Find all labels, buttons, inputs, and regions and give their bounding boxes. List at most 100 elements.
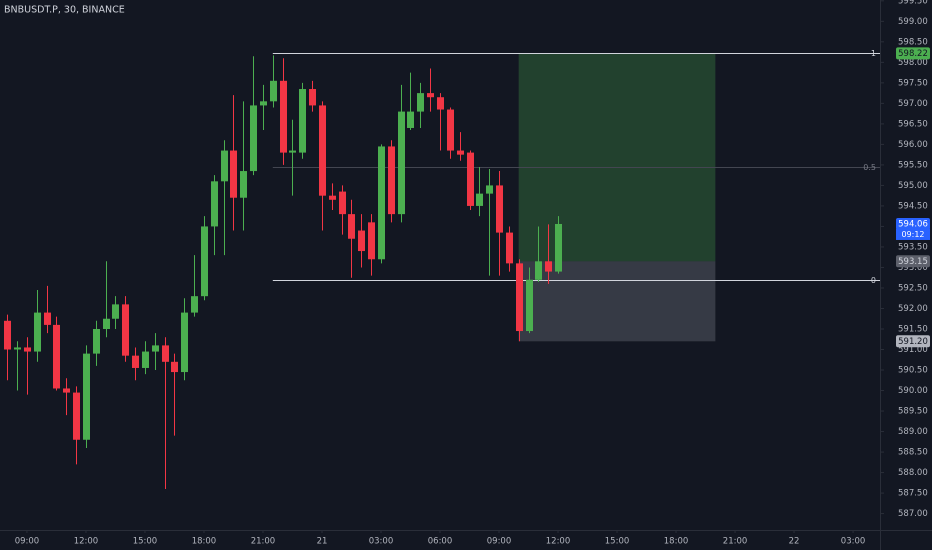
fib-level-label: 0 [871,276,876,285]
candle-body [240,171,247,198]
x-tick-label: 21:00 [251,537,276,547]
candle-body [142,351,149,368]
candle-body [486,185,493,194]
candle-body [496,185,503,233]
x-tick-label: 09:00 [15,537,40,547]
candle-body [24,347,31,352]
last-price-label-bg [896,217,930,230]
candle-body [103,318,110,329]
candle-body [526,279,533,332]
x-tick-label: 18:00 [192,537,217,547]
y-tick-label: 591.50 [898,324,928,334]
candle-body [348,214,355,239]
countdown-bg [896,228,930,240]
candle-body [270,80,277,102]
candle-body [230,150,237,198]
y-tick-label: 598.00 [898,58,928,68]
candle-body [34,312,41,352]
candle-body [63,388,70,393]
stop-price-label-bg [896,335,930,348]
candle-body [162,345,169,362]
axes: 1 0.5 0 587.00 587.50 588.00 588.50 589.00 589.5… [15,0,930,547]
stop-zone [518,261,716,342]
candle-body [457,150,464,155]
candle-body [260,101,267,106]
y-tick-label: 588.50 [898,448,928,458]
candle-body [407,111,414,128]
candle-body [545,261,552,272]
candle-body [83,353,90,440]
y-tick-label: 592.00 [898,304,928,314]
candle-body [289,150,296,153]
candle-body [339,191,346,215]
target-zone [518,53,716,262]
x-tick-label: 09:00 [487,537,512,547]
candle-body [44,312,51,325]
x-tick-label: 03:00 [841,537,866,547]
last-price-label: 594.06 [898,219,928,229]
y-tick-label: 597.00 [898,99,928,109]
y-tick-label: 598.50 [898,37,928,47]
y-tick-label: 599.00 [898,17,928,27]
candle-body [152,345,159,352]
x-tick-label: 03:00 [369,537,394,547]
y-tick-label: 599.50 [898,0,928,6]
candle-body [309,89,316,106]
fib-level-label: 1 [871,49,876,58]
candle-body [467,152,474,206]
candle-body [398,111,405,215]
candle-body [122,304,129,356]
candle-body [417,93,424,112]
y-tick-label: 595.50 [898,160,928,170]
y-tick-label: 592.50 [898,283,928,293]
y-tick-label: 595.00 [898,181,928,191]
y-tick-label: 596.50 [898,119,928,129]
x-tick-label: 22 [789,537,800,547]
candle-body [112,304,119,319]
x-tick-label: 15:00 [133,537,158,547]
candle-body [191,296,198,313]
candle-body [181,312,188,373]
candle-body [368,222,375,260]
candle-body [299,89,306,153]
x-tick-label: 18:00 [664,537,689,547]
y-tick-label: 591.00 [898,345,928,355]
candle-body [555,223,562,272]
candle-body [516,263,523,332]
candle-body [447,109,454,151]
y-tick-label: 589.50 [898,407,928,417]
candle-body [358,230,365,252]
candle-body [535,261,542,280]
y-tick-label: 590.50 [898,366,928,376]
candle-body [378,146,385,260]
candle-body [506,232,513,264]
candle-body [250,105,257,172]
candle-body [4,320,11,350]
candle-body [93,328,100,354]
candle-body [319,105,326,196]
x-tick-label: 12:00 [546,537,571,547]
entry-price-label-bg [896,255,930,268]
fib-level-label: 0.5 [863,163,876,172]
candle-body [280,80,287,153]
y-tick-label: 588.00 [898,468,928,478]
target-price-label-bg [896,47,930,60]
x-tick-label: 12:00 [74,537,99,547]
target-price-label: 598.22 [898,49,928,59]
y-tick-label: 587.50 [898,489,928,499]
x-tick-label: 21 [317,537,328,547]
candle-body [73,392,80,440]
candle-body [14,347,21,350]
candle-body [201,226,208,297]
y-tick-label: 590.00 [898,386,928,396]
candle-body [211,181,218,227]
x-tick-label: 15:00 [605,537,630,547]
y-tick-label: 594.50 [898,201,928,211]
y-tick-label: 597.50 [898,78,928,88]
y-tick-label: 593.50 [898,242,928,252]
chart-title: BNBUSDT.P, 30, BINANCE [4,5,125,16]
candle-body [437,97,444,110]
y-tick-label: 596.00 [898,140,928,150]
